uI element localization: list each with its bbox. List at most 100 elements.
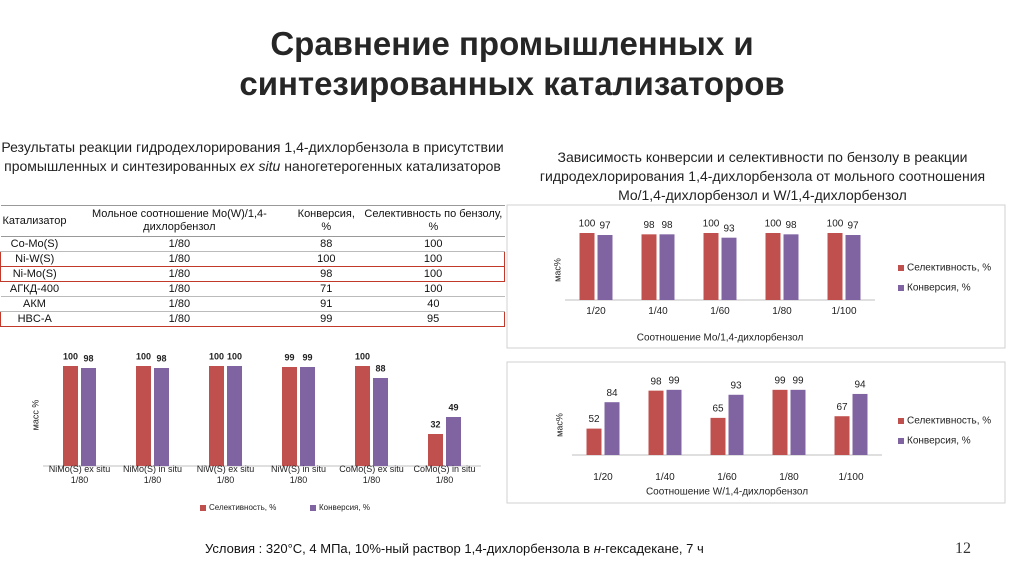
table-cell: АГКД-400: [0, 281, 69, 297]
value-label: 98: [643, 220, 655, 231]
bar: [373, 378, 388, 466]
bar: [703, 233, 719, 300]
header-row: Катализатор Мольное соотношение Mo(W)/1,4…: [0, 205, 505, 237]
bar: [765, 233, 781, 300]
x-axis-label: Соотношение Mo/1,4-дихлорбензол: [637, 332, 804, 344]
table-cell: 71: [290, 281, 363, 297]
bar: [227, 366, 242, 466]
value-label: 94: [854, 380, 866, 391]
chart-frame: [506, 361, 1006, 504]
x-tick-label: NiMo(S) in situ 1/80: [122, 464, 182, 485]
caption-part: ex situ: [239, 158, 281, 174]
bar: [63, 366, 78, 466]
table-row: АГКД-400 1/80 71 100: [0, 281, 505, 297]
table-cell: Ni-Mo(S): [0, 266, 69, 282]
value-label: 99: [774, 375, 786, 386]
bar: [136, 366, 151, 466]
value-label: 52: [588, 414, 600, 425]
legend-swatch: [310, 505, 316, 511]
legend-swatch: [898, 418, 904, 424]
table-row: Ni-W(S) 1/80 100 100: [0, 251, 506, 267]
bar: [728, 394, 744, 455]
bar: [710, 417, 726, 455]
x-tick-label: NiW(S) in situ 1/80: [270, 464, 326, 485]
conditions-part: Условия : 320°C, 4 МПа, 10%-ный раствор …: [205, 541, 594, 556]
value-label: 100: [827, 219, 844, 230]
table-row: Co-Mo(S) 1/80 88 100: [0, 236, 505, 252]
value-label: 100: [765, 219, 782, 230]
x-tick-label: NiW(S) ex situ 1/80: [196, 464, 255, 485]
value-label: 100: [579, 219, 596, 230]
value-label: 100: [136, 351, 151, 361]
bar: [834, 416, 850, 455]
caption-part: наногетерогенных катализаторов: [280, 158, 501, 174]
x-tick-label: 1/80: [779, 472, 799, 483]
conditions: Условия : 320°C, 4 МПа, 10%-ный раствор …: [205, 541, 704, 556]
value-label: 67: [836, 402, 848, 413]
bar: [81, 368, 96, 466]
bar: [604, 402, 620, 455]
legend-swatch: [898, 265, 904, 271]
bar: [446, 417, 461, 466]
legend-label: Селективность, %: [907, 263, 991, 274]
page-number: 12: [955, 540, 971, 557]
legend-label: Конверсия, %: [907, 283, 971, 294]
right-title: Зависимость конверсии и селективности по…: [520, 148, 1005, 205]
x-tick-label: 1/60: [710, 306, 730, 317]
value-label: 99: [284, 352, 294, 362]
x-tick-label: 1/40: [655, 472, 675, 483]
legend-swatch: [898, 438, 904, 444]
value-label: 98: [785, 220, 797, 231]
legend-label: Селективность, %: [907, 416, 991, 427]
x-tick-label: 1/100: [838, 472, 864, 483]
value-label: 93: [730, 380, 742, 391]
x-tick-label: NiMo(S) ex situ 1/80: [48, 464, 111, 485]
x-tick-label: 1/100: [831, 306, 857, 317]
value-label: 99: [302, 352, 312, 362]
x-tick-label: 1/20: [586, 306, 606, 317]
value-label: 65: [712, 404, 724, 415]
slide-title: Сравнение промышленных и синтезированных…: [62, 24, 962, 104]
table-cell: Ni-W(S): [0, 251, 69, 267]
bar: [666, 389, 682, 455]
x-tick-label: 1/80: [772, 306, 792, 317]
x-tick-label: 1/40: [648, 306, 668, 317]
y-axis-label: мас%: [552, 258, 562, 282]
value-label: 98: [650, 376, 662, 387]
x-axis-label: Соотношение W/1,4-дихлорбензол: [646, 486, 808, 498]
bar: [579, 233, 595, 300]
bar: [355, 366, 370, 466]
y-axis-label: масс %: [30, 400, 40, 431]
x-tick-label: 1/20: [593, 472, 613, 483]
value-label: 100: [355, 351, 370, 361]
column-header: Катализатор: [0, 205, 69, 237]
table-body: Co-Mo(S) 1/80 88 100 Ni-W(S) 1/80 100 100 Ni-Mo(…: [0, 236, 506, 327]
conditions-part: н: [593, 541, 601, 556]
legend-swatch: [898, 285, 904, 291]
value-label: 98: [156, 353, 166, 363]
bar: [209, 366, 224, 466]
bar: [790, 389, 806, 455]
table-cell: 1/80: [68, 311, 291, 327]
legend-label: Селективность, %: [209, 503, 276, 512]
legend-label: Конверсия, %: [907, 436, 971, 447]
table-cell: HBC-A: [0, 311, 69, 327]
bar: [721, 237, 737, 300]
value-label: 84: [606, 388, 618, 399]
results-table: Катализатор Мольное соотношение Mo(W)/1,4…: [0, 205, 506, 327]
value-label: 93: [723, 223, 735, 234]
column-header: Селективность по бензолу, %: [362, 205, 505, 237]
column-header: Конверсия, %: [290, 205, 363, 237]
title-text: Сравнение промышленных и синтезированных…: [239, 25, 785, 102]
bar: [641, 234, 657, 300]
value-label: 99: [792, 375, 804, 386]
value-label: 88: [375, 363, 385, 373]
caption-part: Результаты реакции гидродехлорирования 1…: [1, 139, 504, 174]
table-cell: 98: [290, 266, 363, 282]
value-label: 98: [83, 353, 93, 363]
right-title-text: Зависимость конверсии и селективности по…: [539, 149, 986, 203]
value-label: 99: [668, 375, 680, 386]
legend-label: Конверсия, %: [319, 503, 370, 512]
